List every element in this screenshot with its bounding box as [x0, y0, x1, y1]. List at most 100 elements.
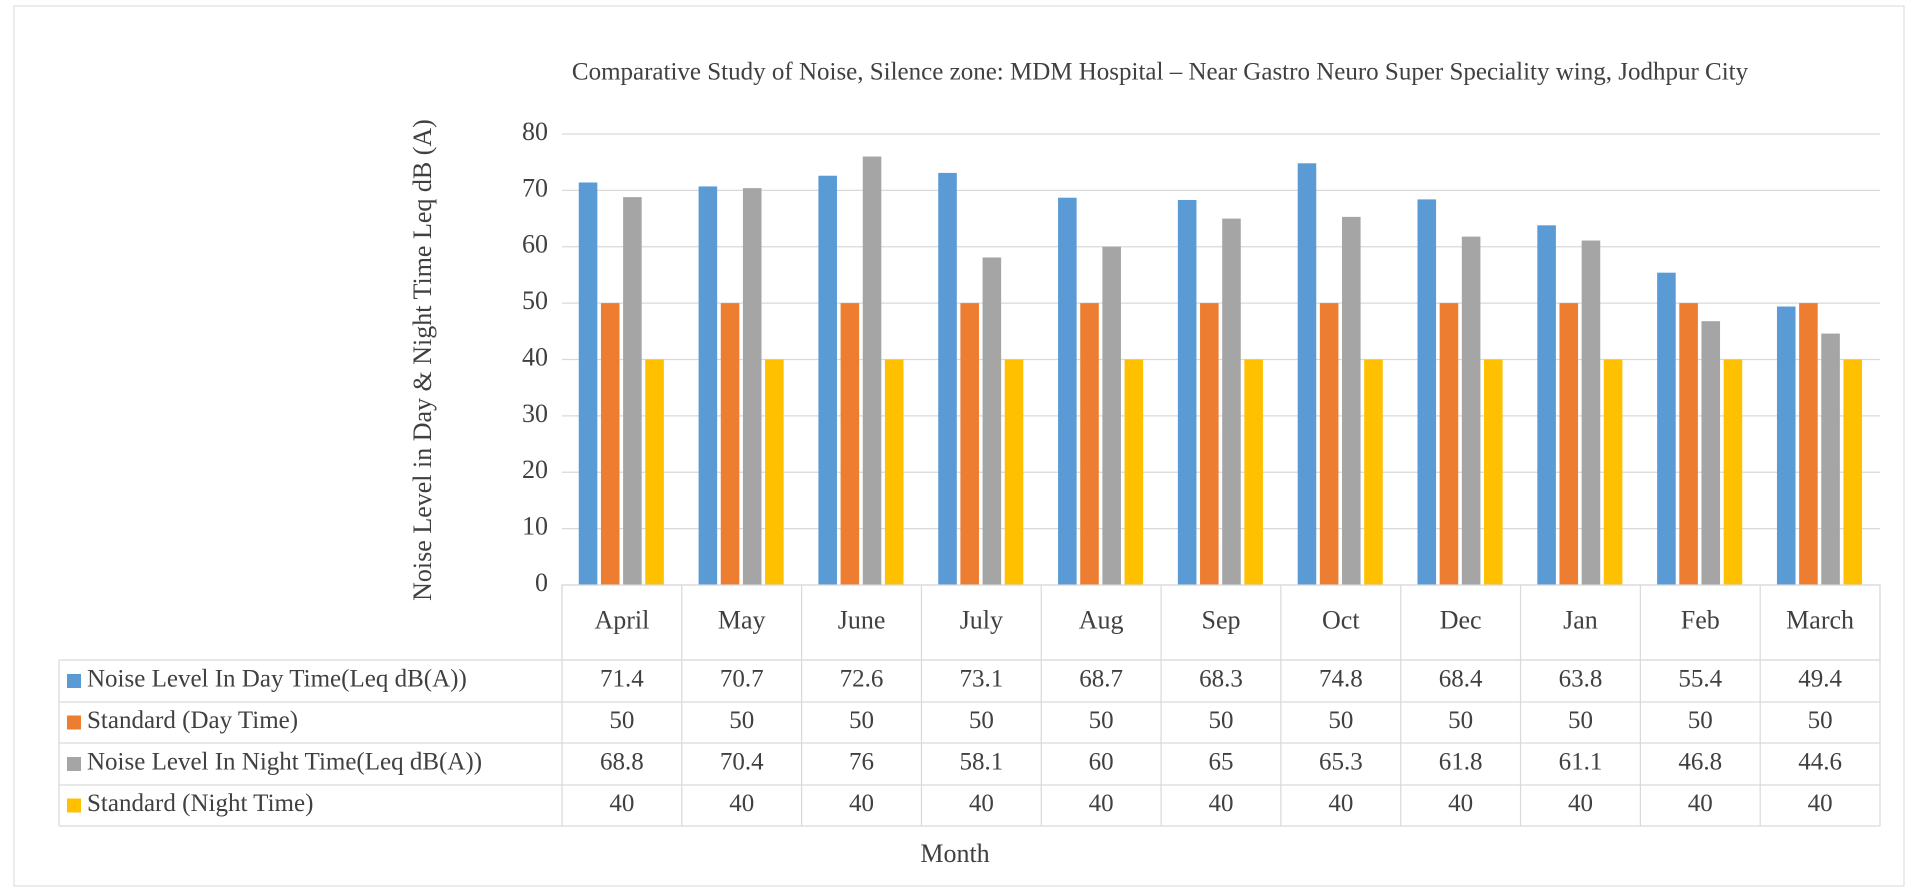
bar: [982, 257, 1002, 585]
data-label: 50: [1808, 707, 1833, 734]
data-label: 50: [729, 707, 754, 734]
y-tick-label: 30: [522, 399, 548, 428]
bar: [698, 186, 718, 585]
y-tick-label: 10: [522, 512, 548, 541]
data-label: 72.6: [840, 666, 884, 693]
x-tick-label: Sep: [1202, 605, 1241, 634]
data-label: 40: [1448, 790, 1473, 817]
legend-swatch: [67, 674, 81, 688]
bar: [742, 188, 762, 585]
bar: [623, 197, 642, 585]
bar: [862, 156, 882, 586]
bar: [1484, 359, 1503, 585]
bar: [1124, 359, 1144, 585]
data-label: 55.4: [1678, 666, 1722, 693]
data-label: 50: [1328, 707, 1353, 734]
data-label: 68.3: [1199, 666, 1243, 693]
data-label: 40: [849, 790, 874, 817]
y-tick-label: 60: [522, 230, 548, 259]
data-label: 40: [729, 790, 754, 817]
bar: [818, 175, 837, 585]
data-label: 40: [1568, 790, 1593, 817]
chart-title: Comparative Study of Noise, Silence zone…: [572, 59, 1749, 86]
y-axis-label: Noise Level in Day & Night Time Leq dB (…: [408, 119, 437, 601]
x-tick-label: Feb: [1681, 605, 1720, 634]
data-label: 60: [1089, 749, 1114, 776]
bar: [1843, 359, 1863, 585]
x-tick-label: June: [838, 605, 886, 634]
data-label: 70.4: [720, 749, 764, 776]
bar: [1537, 225, 1556, 585]
data-label: 50: [1089, 707, 1114, 734]
y-tick-label: 70: [522, 173, 548, 202]
bar: [1723, 359, 1743, 585]
bar: [960, 303, 979, 585]
y-tick-label: 0: [535, 568, 548, 597]
bar: [1701, 321, 1721, 585]
x-axis-label: Month: [920, 839, 989, 868]
legend-swatch: [67, 798, 81, 813]
bar: [840, 303, 860, 585]
data-label: 49.4: [1798, 666, 1842, 693]
data-label: 40: [1688, 790, 1713, 817]
y-tick-label: 40: [522, 342, 548, 371]
data-label: 61.1: [1559, 749, 1603, 776]
bar: [1559, 303, 1579, 585]
bar: [578, 182, 598, 586]
data-label: 50: [1448, 707, 1473, 734]
data-label: 50: [609, 707, 634, 734]
y-tick-label: 80: [522, 117, 548, 146]
data-label: 50: [1688, 707, 1713, 734]
data-label: 65: [1209, 749, 1234, 776]
bar: [1821, 333, 1840, 585]
legend-swatch: [67, 715, 81, 730]
data-label: 50: [1568, 707, 1593, 734]
bar: [1342, 216, 1361, 585]
data-label: 40: [609, 790, 634, 817]
data-label: 40: [1328, 790, 1353, 817]
legend-label: Standard (Day Time): [87, 707, 298, 734]
x-tick-label: March: [1786, 605, 1854, 634]
x-tick-label: May: [718, 605, 766, 634]
legend-swatch: [67, 757, 81, 771]
bar: [1004, 359, 1024, 585]
x-tick-label: July: [960, 605, 1003, 634]
data-label: 68.7: [1079, 666, 1123, 693]
data-label: 71.4: [600, 666, 644, 693]
bar: [1799, 303, 1818, 585]
x-tick-label: April: [594, 605, 649, 634]
legend-label: Noise Level In Night Time(Leq dB(A)): [87, 749, 482, 776]
data-label: 46.8: [1678, 749, 1722, 776]
bar: [1244, 359, 1263, 585]
y-tick-label: 20: [522, 455, 548, 484]
bar: [1200, 303, 1219, 585]
bar: [1439, 303, 1459, 585]
bar: [1177, 199, 1197, 586]
bar: [1080, 303, 1099, 585]
data-label: 50: [1209, 707, 1234, 734]
data-label: 40: [1808, 790, 1833, 817]
bar: [1581, 240, 1601, 585]
bar: [1679, 303, 1698, 585]
bar: [645, 359, 664, 585]
data-label: 50: [849, 707, 874, 734]
data-label: 40: [969, 790, 994, 817]
legend-label: Standard (Night Time): [87, 790, 313, 817]
data-label: 65.3: [1319, 749, 1363, 776]
data-label: 40: [1089, 790, 1114, 817]
bar: [1461, 236, 1481, 586]
data-label: 50: [969, 707, 994, 734]
data-label: 73.1: [959, 666, 1003, 693]
legend-label: Noise Level In Day Time(Leq dB(A)): [87, 666, 467, 693]
bar: [1603, 359, 1623, 585]
data-label: 58.1: [959, 749, 1003, 776]
data-label: 40: [1209, 790, 1234, 817]
bar: [1319, 303, 1339, 585]
x-tick-label: Oct: [1322, 605, 1360, 634]
data-label: 68.4: [1439, 666, 1483, 693]
bar: [1102, 246, 1121, 585]
y-tick-label: 50: [522, 286, 548, 315]
bar: [720, 303, 740, 585]
data-label: 68.8: [600, 749, 644, 776]
